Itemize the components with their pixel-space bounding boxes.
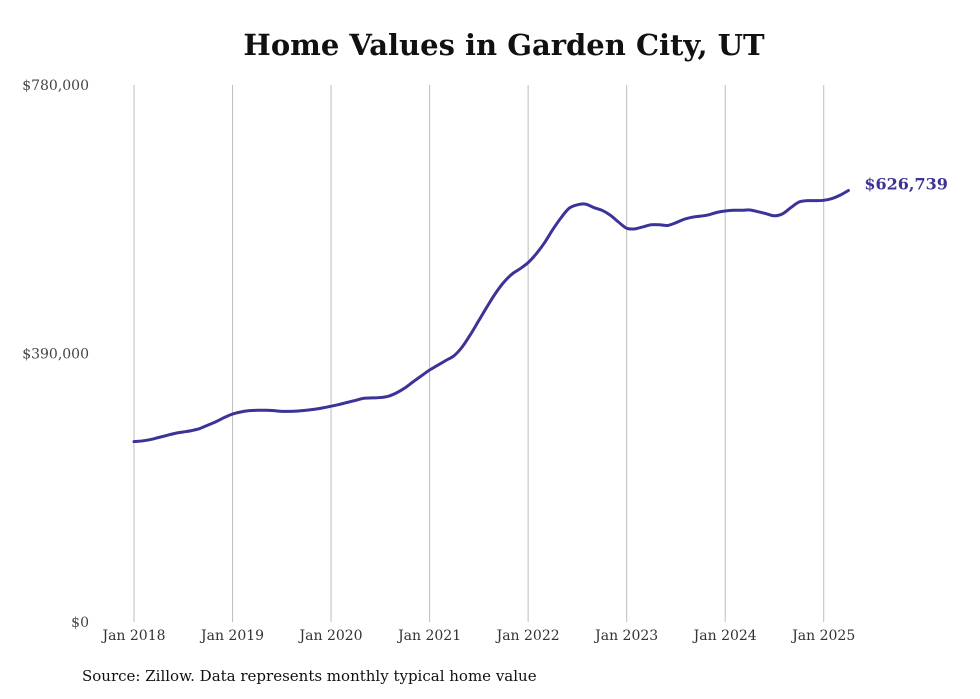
x-tick-label: Jan 2021 [396,628,461,644]
series-line-0 [132,189,850,444]
x-axis-ticks: Jan 2018 Jan 2019 Jan 2020 Jan 2021 Jan 2022… [100,628,855,644]
x-tick-label: Jan 2024 [692,628,757,644]
gridlines [133,85,825,622]
x-tick-label: Jan 2023 [593,628,658,644]
x-tick-label: Jan 2025 [790,628,855,644]
y-tick-label: $780,000 [22,78,89,94]
x-tick-label: Jan 2019 [199,628,264,644]
x-tick-label: Jan 2020 [298,628,363,644]
series-layer: $626,739 [132,175,948,444]
y-tick-label: $0 [71,615,89,631]
y-tick-label: $390,000 [22,347,89,363]
x-tick-label: Jan 2022 [495,628,560,644]
end-value-label: $626,739 [864,175,948,194]
chart-title: Home Values in Garden City, UT [243,28,765,62]
x-tick-label: Jan 2018 [100,628,165,644]
source-note: Source: Zillow. Data represents monthly … [82,667,537,685]
y-axis-ticks: $0 $390,000 $780,000 [22,78,89,631]
